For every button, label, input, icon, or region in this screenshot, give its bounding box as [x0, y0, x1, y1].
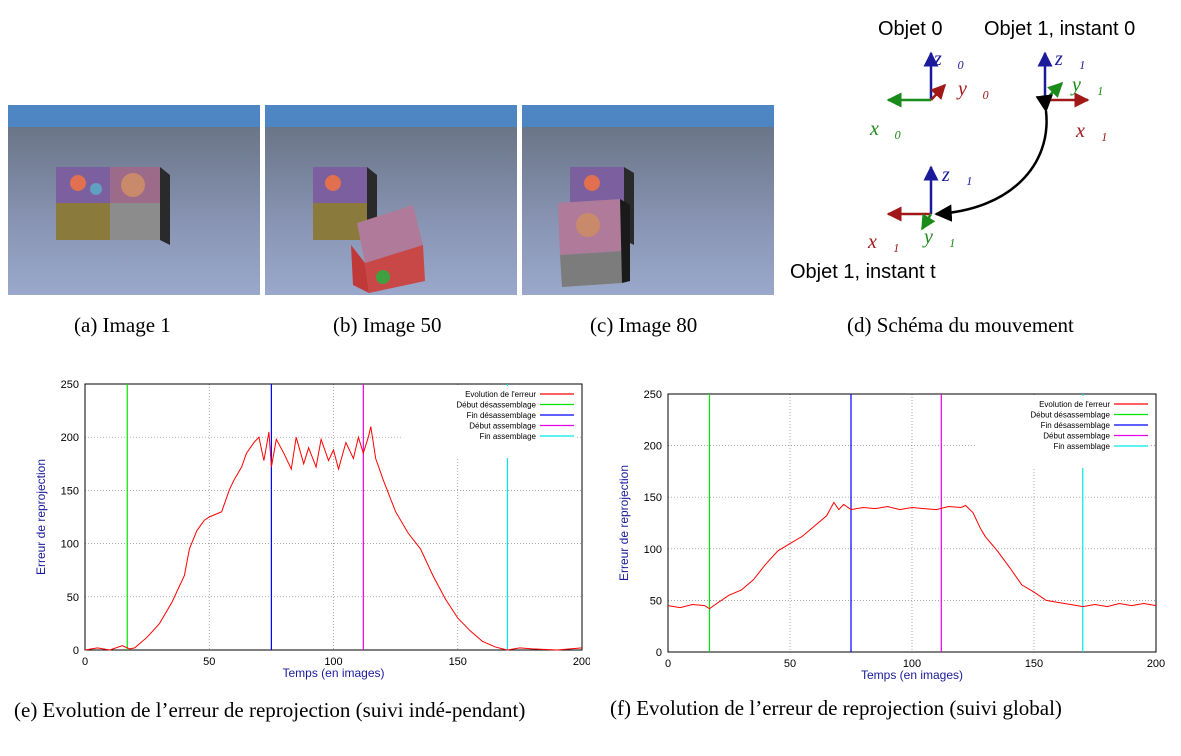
x-tick-label: 200 [573, 656, 590, 668]
y-tick-label: 150 [61, 485, 79, 497]
label-obj1-tt: Objet 1, instant t [790, 261, 936, 283]
caption-b: (b) Image 50 [333, 313, 441, 338]
chart-global-tracking: 0 50 100 150 200 0 50 100 150 200 250 Evolution de … [602, 382, 1174, 689]
svg-text:z⃗₀: z⃗₀ [933, 48, 964, 70]
frame-obj1-instant-t: z⃗₁ x⃗₁ y⃗₁ [867, 164, 972, 253]
legend-label: Evolution de l'erreur [465, 390, 536, 399]
svg-text:x⃗₁: x⃗₁ [867, 231, 899, 253]
motion-arrow [936, 111, 1047, 214]
label-obj1-t0: Objet 1, instant 0 [984, 18, 1135, 40]
legend-label: Fin désassemblage [467, 411, 537, 420]
caption-d: (d) Schéma du mouvement [847, 313, 1074, 338]
y-tick-label: 100 [644, 544, 662, 556]
x-tick-label: 0 [82, 656, 88, 668]
caption-e: (e) Evolution de l’erreur de reprojectio… [14, 696, 604, 725]
label-obj0: Objet 0 [878, 18, 942, 40]
legend-label: Fin assemblage [1054, 442, 1111, 451]
y-tick-label: 0 [656, 647, 662, 659]
caption-a: (a) Image 1 [74, 313, 171, 338]
caption-f: (f) Evolution de l’erreur de reprojectio… [610, 696, 1062, 721]
legend-label: Début désassemblage [1030, 411, 1110, 420]
y-tick-label: 200 [644, 441, 662, 453]
x-tick-label: 50 [784, 658, 796, 670]
legend-label: Fin assemblage [480, 432, 537, 441]
caption-c: (c) Image 80 [590, 313, 697, 338]
photo-image-50 [265, 105, 517, 295]
y-axis-label: Erreur de reprojection [34, 459, 48, 575]
y-tick-label: 250 [61, 379, 79, 391]
svg-text:y⃗₁: y⃗₁ [922, 226, 955, 248]
y-tick-label: 100 [61, 539, 79, 551]
svg-text:z⃗₁: z⃗₁ [941, 164, 972, 186]
legend-label: Début assemblage [1043, 432, 1110, 441]
x-tick-label: 150 [449, 656, 467, 668]
x-tick-label: 150 [1025, 658, 1043, 670]
x-axis-label: Temps (en images) [861, 668, 963, 682]
photo-image-80 [522, 105, 774, 295]
y-tick-label: 200 [61, 432, 79, 444]
y-tick-label: 150 [644, 492, 662, 504]
y-axis-label: Erreur de reprojection [617, 465, 631, 581]
y-tick-label: 50 [67, 592, 79, 604]
svg-text:y⃗₁: y⃗₁ [1070, 74, 1103, 96]
photo-image-1 [8, 105, 260, 295]
svg-text:z⃗₁: z⃗₁ [1054, 48, 1085, 70]
x-tick-label: 0 [665, 658, 671, 670]
svg-text:y⃗₀: y⃗₀ [956, 78, 989, 100]
chart-independent-tracking: 0 50 100 150 200 0 50 100 150 200 250 Evolution de … [20, 372, 590, 689]
x-axis-label: Temps (en images) [282, 666, 384, 680]
legend-label: Evolution de l'erreur [1039, 400, 1110, 409]
svg-text:x⃗₀: x⃗₀ [869, 118, 901, 140]
y-tick-label: 50 [650, 595, 662, 607]
y-tick-label: 0 [73, 645, 79, 657]
svg-text:x⃗₁: x⃗₁ [1075, 120, 1107, 142]
x-tick-label: 200 [1147, 658, 1165, 670]
motion-schema: Objet 0 Objet 1, instant 0 Objet 1, inst… [780, 5, 1180, 295]
frame-obj1-instant0: z⃗₁ y⃗₁ x⃗₁ [1045, 48, 1107, 142]
x-tick-label: 50 [203, 656, 215, 668]
legend-label: Fin désassemblage [1041, 421, 1111, 430]
frame-obj0: z⃗₀ y⃗₀ x⃗₀ [869, 48, 989, 140]
legend-label: Début assemblage [469, 422, 536, 431]
legend-label: Début désassemblage [456, 401, 536, 410]
y-tick-label: 250 [644, 389, 662, 401]
